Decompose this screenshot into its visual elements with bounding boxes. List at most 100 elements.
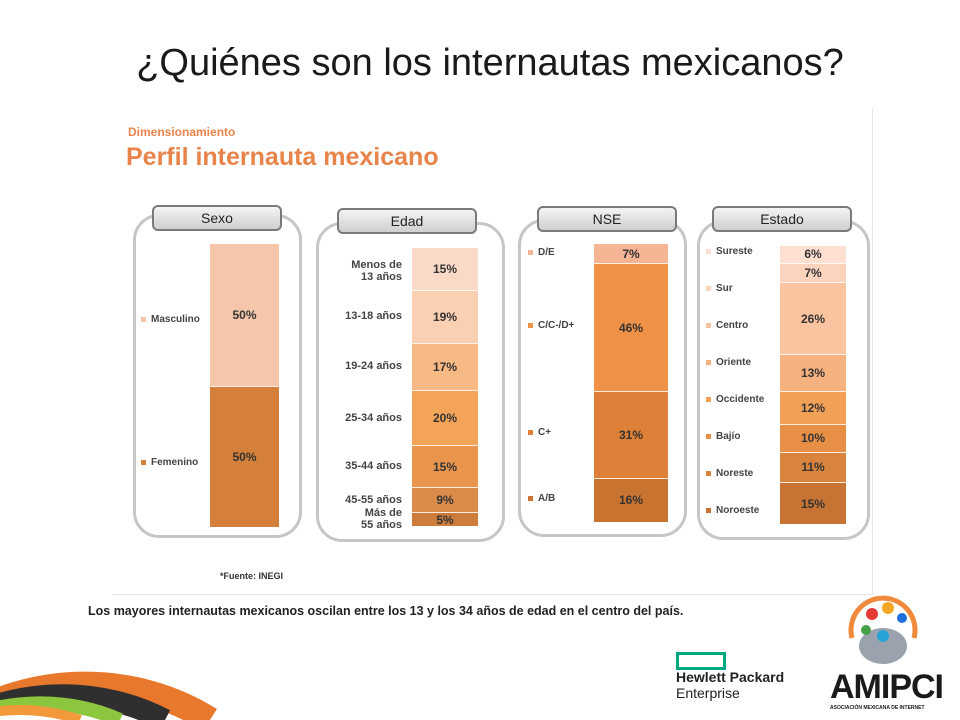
legend-item: Centro — [706, 320, 748, 331]
legend-label: C+ — [538, 427, 552, 439]
panel-nse-title: NSE — [537, 206, 677, 232]
category-label: 45-55 años — [320, 494, 402, 506]
legend-item: Noreste — [706, 468, 753, 479]
data-label: 15% — [800, 496, 826, 511]
bar-segment: 50% — [210, 244, 279, 386]
legend-label: A/B — [538, 492, 556, 504]
stacked-bar-sexo: 50% 50% — [210, 244, 279, 527]
bar-segment: 20% — [412, 389, 478, 446]
stacked-bar-nse: 7% 46% 31% 16% — [594, 244, 668, 522]
data-label: 17% — [432, 359, 458, 374]
legend-label: Masculino — [151, 314, 200, 325]
bar-segment: 10% — [780, 423, 846, 452]
bar-segment: 17% — [412, 342, 478, 390]
bar-segment: 15% — [412, 248, 478, 290]
hpe-logo-name: Hewlett Packard — [676, 669, 785, 685]
data-label: 15% — [432, 261, 458, 276]
legend-label: D/E — [538, 246, 555, 258]
bar-segment: 11% — [780, 451, 846, 483]
data-label: 5% — [436, 512, 454, 527]
amipci-logo-subtitle: ASOCIACIÓN MEXICANA DE INTERNET — [830, 705, 925, 711]
bar-segment: 7% — [594, 244, 668, 264]
legend-label: C/C-/D+ — [538, 320, 575, 332]
bar-segment: 7% — [780, 262, 846, 283]
legend-swatch — [141, 460, 146, 465]
legend-item: Sureste — [706, 246, 753, 257]
edad-category-labels: Menos de 13 años 13-18 años 19-24 años 25-34… — [320, 0, 410, 720]
hpe-logo-enterprise: Enterprise — [676, 685, 740, 701]
data-label: 12% — [800, 400, 826, 415]
bar-segment: 9% — [412, 487, 478, 513]
data-label: 19% — [432, 309, 458, 324]
panel-sexo-title: Sexo — [152, 205, 282, 231]
slide-title: ¿Quiénes son los internautas mexicanos? — [136, 42, 844, 84]
legend-item: A/B — [528, 493, 555, 504]
bar-segment: 13% — [780, 354, 846, 391]
panel-edad-title: Edad — [337, 208, 477, 234]
data-label: 13% — [800, 365, 826, 380]
legend-swatch — [141, 317, 146, 322]
legend-swatch — [706, 471, 711, 476]
data-label: 7% — [804, 265, 822, 280]
legend-swatch — [706, 323, 711, 328]
category-label-line: 13 años — [361, 270, 402, 283]
category-label-line: 35-44 años — [345, 460, 402, 473]
data-label: 50% — [232, 449, 257, 464]
bar-segment: 31% — [594, 391, 668, 478]
category-label: Menos de 13 años — [320, 259, 402, 283]
legend-item: Bajío — [706, 431, 740, 442]
green-arc — [0, 696, 123, 720]
category-label: Más de 55 años — [320, 507, 402, 531]
legend-label: Occidente — [716, 394, 765, 405]
legend-sexo-2: Femenino — [141, 457, 198, 468]
legend-item: C/C-/D+ — [528, 320, 574, 331]
category-label: 13-18 años — [320, 310, 402, 322]
legend-item: Occidente — [706, 394, 764, 405]
legend-label: Bajío — [716, 431, 741, 442]
legend-item: Noroeste — [706, 505, 759, 516]
legend-label: Noroeste — [716, 505, 760, 516]
category-label-line: Menos de — [351, 258, 402, 271]
bar-segment: 6% — [780, 246, 846, 263]
bar-segment: 16% — [594, 477, 668, 522]
data-label: 7% — [622, 246, 640, 261]
data-label: 6% — [804, 247, 822, 262]
dark-arc — [0, 684, 171, 720]
bar-segment: 50% — [210, 385, 279, 527]
legend-swatch — [706, 508, 711, 513]
legend-swatch — [528, 323, 533, 329]
legend-item: Sur — [706, 283, 733, 294]
legend-label: Centro — [716, 320, 749, 331]
legend-swatch — [706, 249, 711, 254]
legend-item: D/E — [528, 247, 555, 258]
legend-label: Femenino — [151, 457, 199, 468]
legend-sexo-1: Masculino — [141, 314, 200, 325]
source-note: *Fuente: INEGI — [220, 571, 284, 581]
category-label: 25-34 años — [320, 412, 402, 424]
category-label-line: 45-55 años — [345, 493, 402, 506]
legend-item: Oriente — [706, 357, 751, 368]
stacked-bar-estado: 6% 7% 26% 13% 12% 10% 11% 15% — [780, 246, 846, 524]
category-label-line: 25-34 años — [345, 411, 402, 424]
data-label: 9% — [436, 493, 454, 508]
stacked-bar-edad: 15% 19% 17% 20% 15% 9% 5% — [412, 248, 478, 527]
legend-item: C+ — [528, 427, 551, 438]
category-label-line: 13-18 años — [345, 310, 402, 323]
bar-segment: 15% — [412, 445, 478, 488]
data-label: 31% — [618, 427, 644, 442]
category-label-line: Más de — [364, 507, 402, 520]
category-label-line: 55 años — [361, 519, 402, 532]
legend-label: Sureste — [716, 246, 753, 257]
bar-segment: 12% — [780, 390, 846, 424]
bar-segment: 19% — [412, 289, 478, 343]
data-label: 15% — [432, 459, 458, 474]
legend-swatch — [528, 495, 533, 501]
panel-estado-title: Estado — [712, 206, 852, 232]
legend-swatch — [528, 430, 533, 436]
legend-swatch — [706, 397, 711, 402]
orange-arc — [0, 671, 217, 720]
estado-legend: Sureste Sur Centro Oriente Occidente Bajío Nor… — [706, 0, 780, 720]
figure-subtitle: Dimensionamiento — [128, 125, 236, 139]
legend-swatch — [706, 286, 711, 291]
data-label: 46% — [618, 320, 644, 335]
